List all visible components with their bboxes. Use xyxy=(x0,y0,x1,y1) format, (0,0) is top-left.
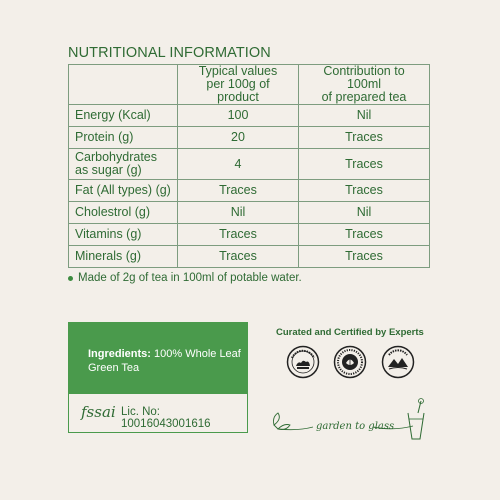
tagline-text: garden to glass xyxy=(316,421,394,432)
nutrient-name: Vitamins (g) xyxy=(68,223,178,246)
nutrient-name-line1: Carbohydrates xyxy=(75,150,157,164)
value-per-100g: Traces xyxy=(177,245,299,268)
value-per-100ml: Nil xyxy=(298,104,430,127)
nutrient-name: Cholestrol (g) xyxy=(68,201,178,224)
value-per-100ml: Traces xyxy=(298,245,430,268)
value-per-100g: 100 xyxy=(177,104,299,127)
value-per-100ml: Traces xyxy=(298,179,430,202)
header-empty xyxy=(68,64,178,105)
header-per-100g-line1: Typical values xyxy=(198,64,278,78)
preparation-note-text: Made of 2g of tea in 100ml of potable wa… xyxy=(78,272,302,284)
value-per-100ml: Traces xyxy=(298,223,430,246)
preparation-note: Made of 2g of tea in 100ml of potable wa… xyxy=(68,272,302,284)
nutrient-name: Minerals (g) xyxy=(68,245,178,268)
header-per-100g-line2: per 100g of product xyxy=(206,77,270,104)
certifications-title: Curated and Certified by Experts xyxy=(276,327,424,338)
table-row: Energy (Kcal) 100 Nil xyxy=(68,104,430,127)
ingredients-value-line2: Green Tea xyxy=(88,362,140,374)
ingredients-box: Ingredients: 100% Whole Leaf Green Tea xyxy=(68,322,248,393)
nutrient-name: Fat (All types) (g) xyxy=(68,179,178,202)
nutrient-name: Protein (g) xyxy=(68,126,178,149)
value-per-100ml: Traces xyxy=(298,148,430,180)
ingredients-label: Ingredients: xyxy=(88,348,151,360)
table-header-row: Typical values per 100g of product Contr… xyxy=(68,64,430,105)
header-per-100ml: Contribution to 100ml of prepared tea xyxy=(298,64,430,105)
nutrient-name: Energy (Kcal) xyxy=(68,104,178,127)
header-per-100g: Typical values per 100g of product xyxy=(177,64,299,105)
nutrient-name-line2: as sugar (g) xyxy=(75,163,142,177)
value-per-100g: Nil xyxy=(177,201,299,224)
value-per-100g: 20 xyxy=(177,126,299,149)
nutrition-title: NUTRITIONAL INFORMATION xyxy=(68,45,271,61)
glass-icon xyxy=(407,412,425,440)
value-per-100ml: Nil xyxy=(298,201,430,224)
header-per-100ml-line1: Contribution to 100ml xyxy=(323,64,405,91)
table-row: Minerals (g) Traces Traces xyxy=(68,245,430,268)
bullet-dot-icon xyxy=(68,275,73,281)
table-row: Carbohydrates as sugar (g) 4 Traces xyxy=(68,148,430,180)
license-box: fssai Lic. No: 10016043001616 xyxy=(68,393,248,433)
fssai-logo: fssai xyxy=(81,403,116,421)
header-per-100ml-line2: of prepared tea xyxy=(321,90,407,104)
assam-tea-badge-icon xyxy=(286,345,320,379)
table-row: Cholestrol (g) Nil Nil xyxy=(68,201,430,224)
table-row: Fat (All types) (g) Traces Traces xyxy=(68,179,430,202)
darjeeling-badge-icon xyxy=(381,345,415,379)
ingredients-text: Ingredients: 100% Whole Leaf Green Tea xyxy=(88,347,243,375)
table-row: Protein (g) 20 Traces xyxy=(68,126,430,149)
tea-board-badge-icon xyxy=(333,345,367,379)
value-per-100g: Traces xyxy=(177,179,299,202)
nutrition-table: Typical values per 100g of product Contr… xyxy=(68,64,430,268)
table-row: Vitamins (g) Traces Traces xyxy=(68,223,430,246)
garden-to-glass-illustration: garden to glass xyxy=(273,398,425,440)
fssai-logo-text: fssai xyxy=(81,403,116,421)
ingredients-value-line1: 100% Whole Leaf xyxy=(154,348,241,360)
value-per-100g: 4 xyxy=(177,148,299,180)
value-per-100ml: Traces xyxy=(298,126,430,149)
license-number: Lic. No: 10016043001616 xyxy=(121,406,211,430)
nutrient-name: Carbohydrates as sugar (g) xyxy=(68,148,178,180)
leaf-icon xyxy=(273,412,280,426)
value-per-100g: Traces xyxy=(177,223,299,246)
